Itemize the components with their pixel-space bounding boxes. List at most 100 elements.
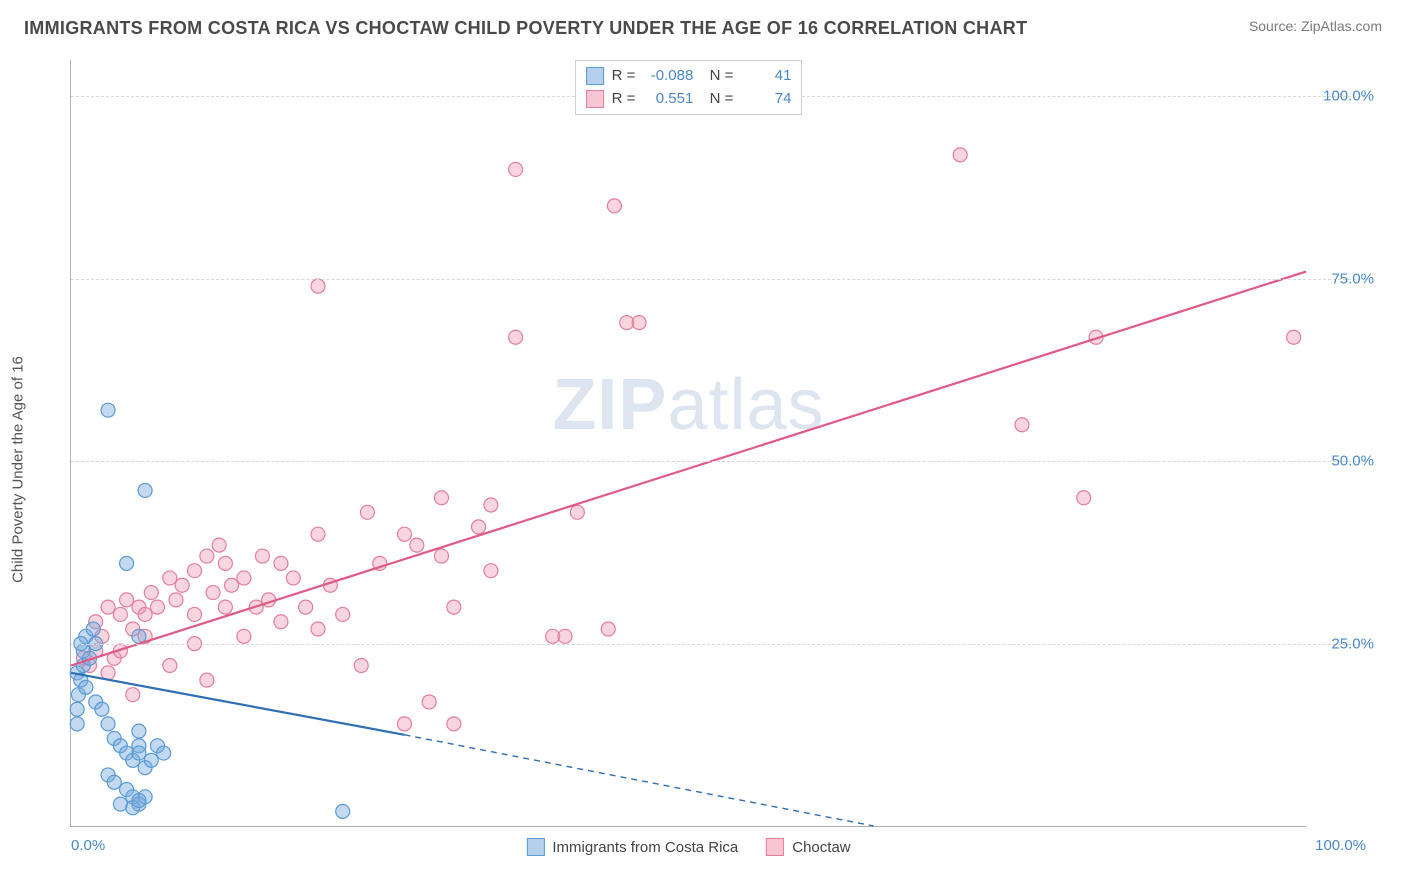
scatter-point-blue	[132, 746, 146, 760]
scatter-point-pink	[397, 717, 411, 731]
scatter-point-pink	[200, 549, 214, 563]
scatter-point-pink	[138, 607, 152, 621]
chart-source: Source: ZipAtlas.com	[1249, 18, 1382, 34]
scatter-point-blue	[144, 753, 158, 767]
scatter-point-blue	[132, 793, 146, 807]
scatter-point-pink	[218, 556, 232, 570]
scatter-point-blue	[79, 680, 93, 694]
scatter-point-pink	[447, 717, 461, 731]
scatter-point-pink	[200, 673, 214, 687]
scatter-point-pink	[113, 607, 127, 621]
plot-svg	[71, 60, 1306, 826]
stat-r-blue: -0.088	[643, 65, 693, 88]
scatter-point-blue	[120, 556, 134, 570]
scatter-point-pink	[237, 571, 251, 585]
y-tick-label: 25.0%	[1331, 635, 1374, 652]
scatter-point-pink	[175, 578, 189, 592]
legend-item-blue: Immigrants from Costa Rica	[526, 838, 738, 856]
gridline	[71, 644, 1366, 645]
scatter-point-pink	[311, 622, 325, 636]
legend-label-pink: Choctaw	[792, 839, 850, 856]
trend-line-pink	[71, 272, 1306, 666]
scatter-point-pink	[255, 549, 269, 563]
scatter-point-pink	[144, 586, 158, 600]
scatter-point-blue	[95, 702, 109, 716]
legend-swatch-pink	[766, 838, 784, 856]
scatter-point-pink	[360, 505, 374, 519]
scatter-point-pink	[212, 538, 226, 552]
stat-r-label: R =	[612, 88, 636, 111]
scatter-point-pink	[336, 607, 350, 621]
scatter-point-pink	[274, 556, 288, 570]
scatter-point-pink	[410, 538, 424, 552]
legend-swatch-blue	[526, 838, 544, 856]
scatter-point-pink	[163, 659, 177, 673]
scatter-point-pink	[1015, 418, 1029, 432]
stat-n-blue: 41	[741, 65, 791, 88]
scatter-point-pink	[509, 162, 523, 176]
scatter-point-blue	[86, 622, 100, 636]
scatter-point-blue	[70, 717, 84, 731]
scatter-point-blue	[157, 746, 171, 760]
scatter-point-pink	[169, 593, 183, 607]
scatter-point-pink	[484, 498, 498, 512]
scatter-point-pink	[953, 148, 967, 162]
x-tick-label: 0.0%	[71, 837, 105, 854]
scatter-point-pink	[206, 586, 220, 600]
legend-stats-row-blue: R = -0.088 N = 41	[586, 65, 792, 88]
y-tick-label: 75.0%	[1331, 270, 1374, 287]
scatter-point-pink	[558, 629, 572, 643]
scatter-point-pink	[299, 600, 313, 614]
scatter-point-blue	[107, 775, 121, 789]
scatter-point-pink	[484, 564, 498, 578]
scatter-point-pink	[447, 600, 461, 614]
stat-n-pink: 74	[741, 88, 791, 111]
legend-stats-row-pink: R = 0.551 N = 74	[586, 88, 792, 111]
scatter-point-pink	[435, 491, 449, 505]
legend-bottom: Immigrants from Costa Rica Choctaw	[526, 838, 850, 856]
y-axis-label: Child Poverty Under the Age of 16	[10, 356, 27, 583]
legend-label-blue: Immigrants from Costa Rica	[552, 839, 738, 856]
scatter-point-pink	[422, 695, 436, 709]
scatter-point-pink	[1287, 330, 1301, 344]
scatter-point-pink	[607, 199, 621, 213]
scatter-point-pink	[188, 564, 202, 578]
scatter-point-blue	[101, 717, 115, 731]
y-tick-label: 50.0%	[1331, 453, 1374, 470]
scatter-point-pink	[509, 330, 523, 344]
x-tick-label: 100.0%	[1315, 837, 1366, 854]
scatter-point-blue	[101, 403, 115, 417]
scatter-point-blue	[70, 702, 84, 716]
chart-container: Child Poverty Under the Age of 16 R = -0…	[30, 55, 1386, 867]
chart-header: IMMIGRANTS FROM COSTA RICA VS CHOCTAW CH…	[0, 0, 1406, 47]
scatter-point-pink	[150, 600, 164, 614]
scatter-point-pink	[311, 279, 325, 293]
scatter-point-pink	[601, 622, 615, 636]
scatter-point-pink	[225, 578, 239, 592]
scatter-point-pink	[286, 571, 300, 585]
gridline	[71, 461, 1366, 462]
scatter-point-pink	[120, 593, 134, 607]
scatter-point-pink	[126, 688, 140, 702]
scatter-point-pink	[101, 600, 115, 614]
scatter-point-pink	[354, 659, 368, 673]
legend-swatch-pink	[586, 90, 604, 108]
stat-r-pink: 0.551	[643, 88, 693, 111]
scatter-point-pink	[435, 549, 449, 563]
scatter-point-pink	[570, 505, 584, 519]
legend-swatch-blue	[586, 67, 604, 85]
scatter-point-pink	[237, 629, 251, 643]
scatter-point-pink	[472, 520, 486, 534]
scatter-point-blue	[336, 804, 350, 818]
legend-item-pink: Choctaw	[766, 838, 850, 856]
scatter-point-pink	[632, 316, 646, 330]
scatter-point-pink	[274, 615, 288, 629]
scatter-point-pink	[311, 527, 325, 541]
stat-n-label: N =	[701, 65, 733, 88]
scatter-point-blue	[138, 483, 152, 497]
scatter-point-pink	[397, 527, 411, 541]
scatter-point-pink	[218, 600, 232, 614]
gridline	[71, 279, 1366, 280]
stat-n-label: N =	[701, 88, 733, 111]
scatter-point-pink	[163, 571, 177, 585]
